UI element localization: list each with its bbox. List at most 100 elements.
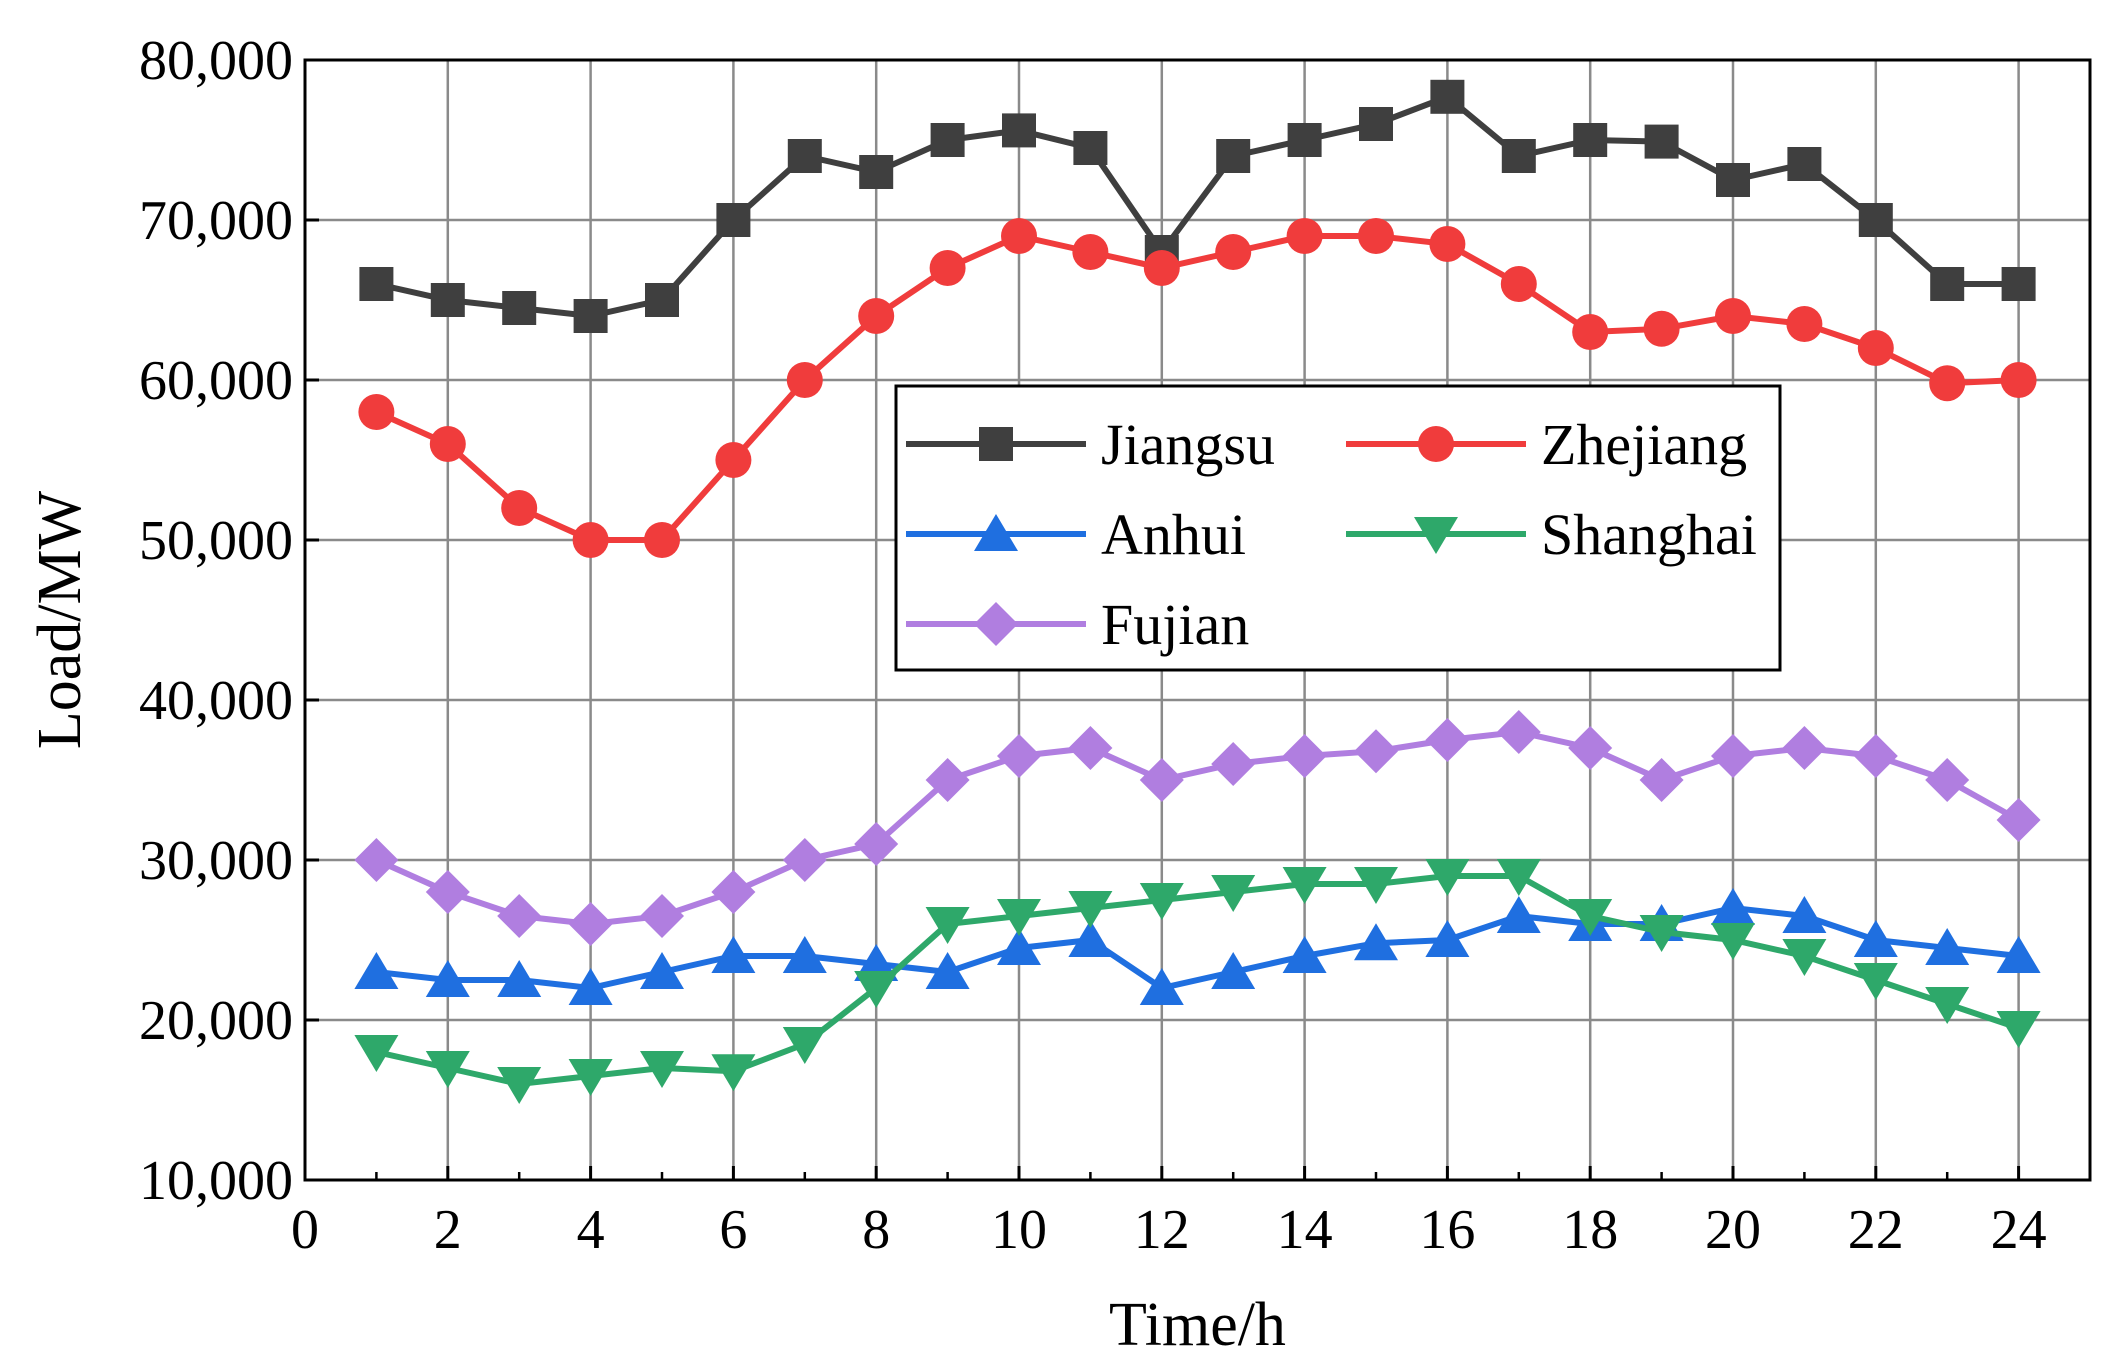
data-point-jiangsu [1787, 147, 1822, 181]
data-point-zhejiang [1643, 310, 1680, 347]
data-point-fujian [1425, 718, 1470, 762]
x-tick-label: 24 [1991, 1199, 2047, 1261]
data-point-fujian [1354, 729, 1398, 774]
x-tick-label: 16 [1419, 1199, 1475, 1261]
data-point-zhejiang [1358, 218, 1394, 254]
data-point-anhui [1139, 968, 1184, 1005]
data-point-fujian [1068, 726, 1113, 770]
plot-frame [303, 58, 2092, 1182]
axis-ticks: 0 2 4 6 8 10 12 14 16 18 20 22 2410,00020,00030,0004… [139, 30, 2047, 1261]
data-point-jiangsu [716, 203, 751, 237]
data-point-jiangsu [1216, 139, 1251, 173]
legend-label: Shanghai [1541, 502, 1757, 567]
data-point-anhui [1996, 936, 2041, 973]
data-point-fujian [997, 734, 1041, 778]
data-point-anhui [568, 968, 613, 1005]
data-point-anhui [425, 960, 470, 997]
data-point-jiangsu [1644, 124, 1679, 159]
data-point-fujian [1639, 758, 1684, 802]
x-tick-label: 14 [1277, 1199, 1333, 1261]
data-point-shanghai [1925, 987, 1970, 1024]
x-tick-label: 22 [1848, 1199, 1904, 1261]
legend-label: Anhui [1101, 502, 1246, 567]
data-point-zhejiang [358, 394, 395, 430]
x-tick-label: 6 [719, 1199, 747, 1261]
data-point-fujian [1782, 726, 1827, 770]
legend-swatch-marker [974, 602, 1018, 646]
data-point-jiangsu [2001, 267, 2036, 301]
data-point-zhejiang [1929, 365, 1966, 402]
data-point-zhejiang [1143, 250, 1180, 286]
data-point-shanghai [782, 1027, 827, 1064]
data-point-shanghai [997, 899, 1041, 936]
series-shanghai [354, 859, 2041, 1104]
data-point-anhui [1925, 928, 1970, 965]
series-fujian [354, 710, 2041, 946]
legend-item-zhejiang: Zhejiang [1346, 412, 1747, 477]
data-point-shanghai [1139, 883, 1184, 920]
data-point-anhui [1782, 896, 1827, 933]
data-point-zhejiang [1857, 330, 1894, 366]
y-tick-label: 50,000 [139, 510, 293, 572]
data-point-shanghai [1211, 875, 1256, 912]
data-point-shanghai [425, 1051, 470, 1088]
data-point-shanghai [1568, 899, 1613, 936]
data-point-zhejiang [572, 522, 609, 558]
series-jiangsu [359, 79, 2036, 333]
data-point-anhui [1425, 920, 1470, 957]
data-point-jiangsu [1573, 123, 1608, 157]
data-point-zhejiang [715, 442, 752, 478]
data-point-fujian [640, 894, 684, 938]
legend-item-jiangsu: Jiangsu [906, 412, 1275, 477]
data-point-jiangsu [1930, 267, 1965, 301]
y-tick-label: 70,000 [139, 190, 293, 252]
y-tick-label: 60,000 [139, 350, 293, 412]
data-point-fujian [1711, 734, 1755, 778]
data-point-fujian [497, 894, 542, 938]
data-point-anhui [1282, 936, 1327, 973]
data-point-zhejiang [1001, 218, 1037, 254]
data-point-shanghai [854, 971, 899, 1008]
data-point-shanghai [1639, 915, 1684, 952]
data-point-shanghai [1282, 867, 1327, 904]
data-point-jiangsu [1073, 131, 1108, 165]
data-point-fujian [1853, 734, 1898, 778]
data-point-jiangsu [573, 299, 608, 333]
data-point-shanghai [568, 1059, 613, 1096]
data-point-jiangsu [859, 155, 894, 189]
x-tick-label: 4 [577, 1199, 605, 1261]
data-point-jiangsu [1716, 163, 1750, 197]
data-point-zhejiang [1786, 306, 1823, 342]
data-point-shanghai [1853, 963, 1898, 1000]
series-group [354, 79, 2041, 1104]
data-point-zhejiang [1215, 234, 1252, 270]
data-point-jiangsu [430, 283, 465, 317]
data-point-jiangsu [1858, 203, 1893, 237]
x-axis-title: Time/h [1109, 1291, 1286, 1359]
data-point-anhui [1354, 923, 1398, 961]
data-point-jiangsu [1002, 113, 1036, 148]
data-point-jiangsu [645, 283, 679, 317]
legend: Jiangsu Zhejiang Anhui Shanghai Fujian [894, 384, 1782, 672]
data-point-zhejiang [1429, 226, 1466, 262]
y-axis-title: Load/MW [26, 490, 94, 749]
data-point-fujian [568, 902, 613, 946]
data-point-shanghai [640, 1051, 684, 1088]
legend-swatch-marker [979, 427, 1013, 461]
data-point-jiangsu [1501, 139, 1536, 173]
data-point-anhui [782, 936, 827, 973]
data-point-jiangsu [930, 123, 965, 157]
data-point-fujian [1568, 726, 1613, 770]
data-point-shanghai [925, 907, 970, 944]
data-point-shanghai [1496, 859, 1541, 896]
legend-item-fujian: Fujian [906, 592, 1249, 657]
data-point-fujian [1996, 798, 2041, 842]
data-point-zhejiang [501, 490, 538, 526]
data-point-jiangsu [1430, 79, 1465, 114]
data-point-anhui [640, 952, 684, 989]
data-point-shanghai [1354, 867, 1398, 904]
data-point-shanghai [1425, 859, 1470, 896]
data-point-zhejiang [1500, 266, 1537, 302]
data-point-fujian [1282, 734, 1327, 778]
